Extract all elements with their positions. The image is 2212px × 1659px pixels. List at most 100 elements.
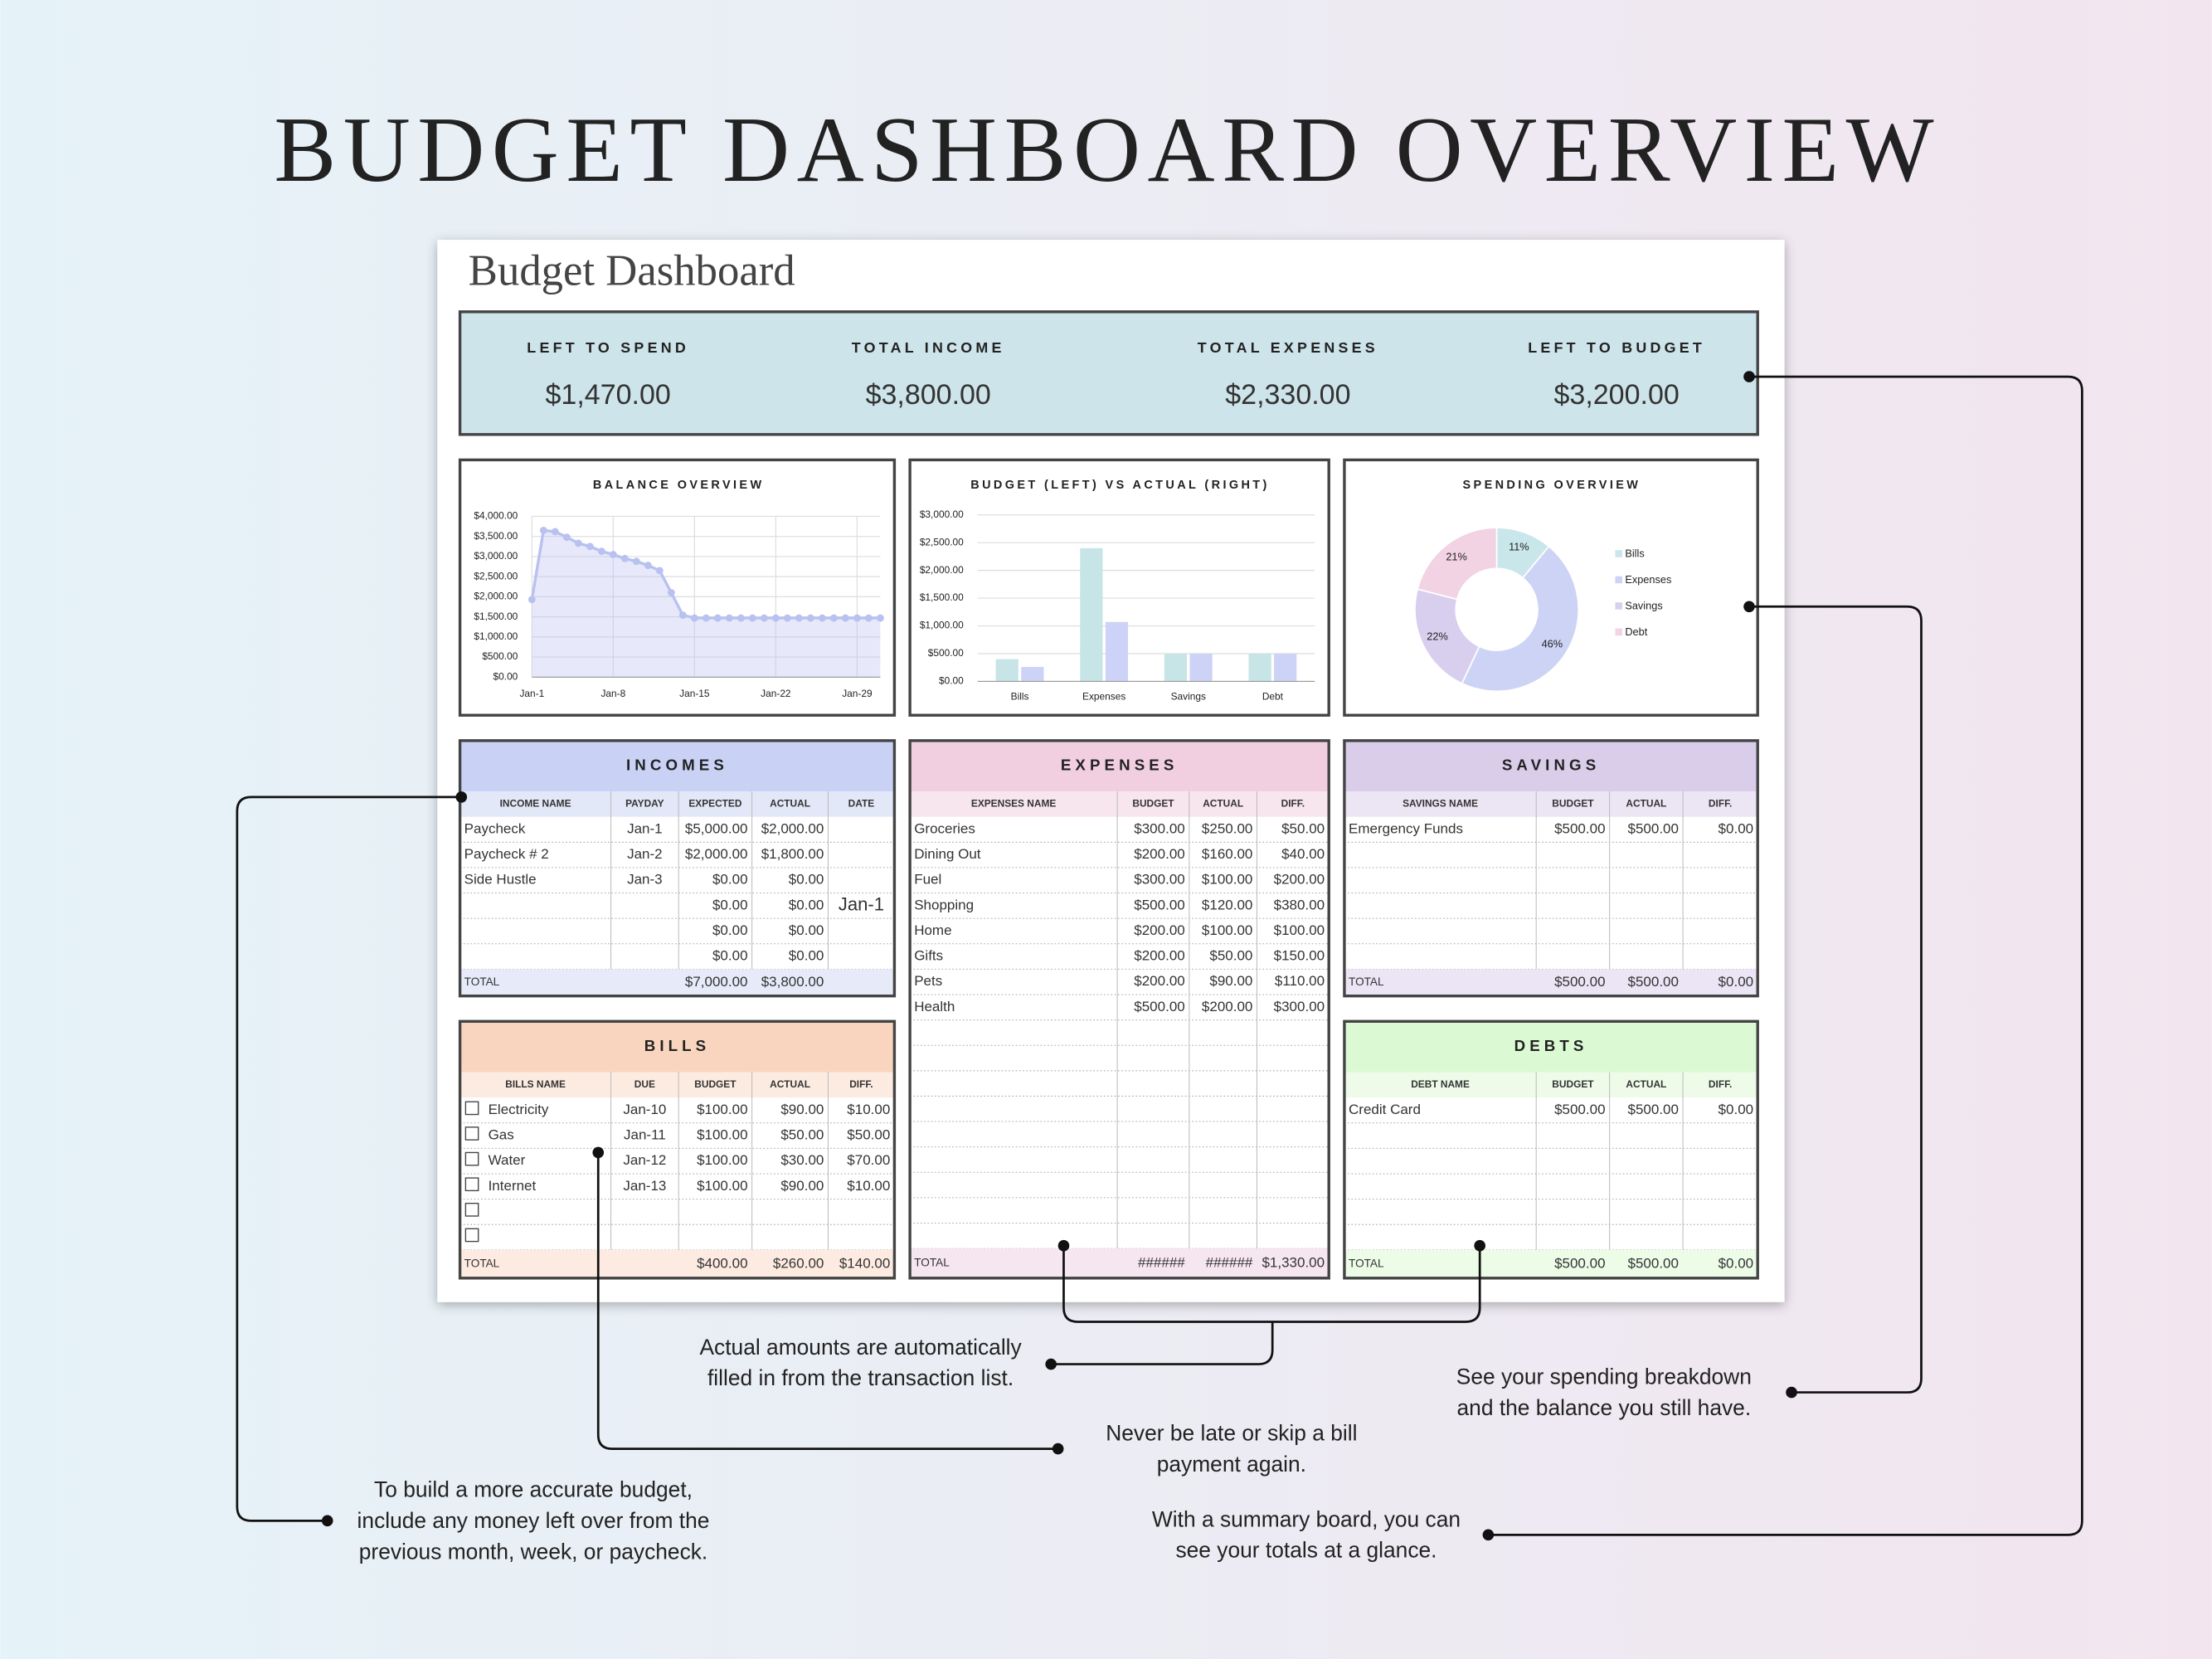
column-header: BUDGET [1132,798,1174,810]
table-cell: $300.00 [1274,999,1325,1014]
column-header: DEBT NAME [1411,1078,1470,1090]
y-tick-label: $4,000.00 [474,510,518,522]
total-cell: $7,000.00 [685,974,748,990]
column-header: ACTUAL [770,1078,810,1090]
table-cell: Jan-11 [624,1127,666,1143]
table-cell: $160.00 [1202,846,1252,862]
legend-label: Debt [1625,625,1647,638]
y-tick-label: $2,000.00 [920,564,964,576]
bar [1189,653,1213,682]
table-cell: Groceries [914,820,975,836]
total-row [1344,1249,1758,1278]
legend-swatch [1615,628,1622,636]
table-cell: $70.00 [847,1152,890,1168]
summary-value: $1,470.00 [546,379,671,411]
x-tick-label: Jan-15 [679,688,710,699]
summary-value: $3,800.00 [866,379,991,411]
table-title: SAVINGS [1502,756,1600,773]
table-cell: $0.00 [712,872,748,888]
table-cell: $380.00 [1274,897,1325,912]
column-header: INCOME NAME [500,798,571,810]
y-tick-label: $1,500.00 [474,611,518,622]
total-cell: $0.00 [1719,974,1754,990]
checkbox[interactable] [464,1228,479,1243]
checkbox[interactable] [464,1177,479,1192]
table-cell: $90.00 [1209,973,1252,989]
column-header: EXPENSES NAME [971,798,1056,810]
table-header [1344,740,1758,792]
column-header-row [910,791,1330,817]
table-title: INCOMES [626,756,728,773]
balance-point [713,614,722,622]
table-cell: $200.00 [1134,948,1184,964]
table-cell: $500.00 [1628,820,1679,836]
balance-point [737,614,745,622]
column-header: SAVINGS NAME [1403,798,1478,810]
column-header: EXPECTED [688,798,742,810]
legend-label: Savings [1625,600,1662,612]
table-cell: $2,000.00 [761,820,824,836]
column-header: DIFF. [1709,1078,1732,1090]
column-header: DUE [634,1078,655,1090]
total-cell: TOTAL [464,975,500,988]
bar [995,659,1018,682]
table-cell: $100.00 [697,1127,747,1143]
balance-point [876,614,884,622]
total-cell: $500.00 [1628,1255,1679,1271]
legend-label: Bills [1625,547,1644,560]
table-cell: $0.00 [712,948,748,964]
x-tick-label: Savings [1171,690,1206,702]
table-cell: Water [489,1152,526,1168]
table-cell: $300.00 [1134,820,1184,836]
checkbox[interactable] [464,1101,479,1116]
table-cell: $2,000.00 [685,846,748,862]
column-header: DIFF. [1281,798,1305,810]
table-border [1343,739,1759,998]
content: LEFT TO SPEND $1,470.00 TOTAL INCOME $3,800… [357,339,1759,1564]
checkbox[interactable] [464,1126,479,1141]
table-cell: Health [914,999,955,1014]
table-cell: $500.00 [1134,999,1184,1014]
table-cell: $0.00 [712,922,748,938]
y-tick-label: $1,000.00 [474,630,518,642]
table-cell: $100.00 [1274,922,1325,938]
column-header: DIFF. [849,1078,873,1090]
table-cell: Credit Card [1349,1102,1421,1117]
table-cell: $300.00 [1134,872,1184,888]
balance-point [771,614,780,622]
column-header: BUDGET [1552,1078,1594,1090]
y-tick-label: $2,500.00 [920,536,964,547]
y-tick-label: $3,500.00 [474,530,518,542]
total-row [910,1248,1330,1278]
table-cell: $200.00 [1134,973,1184,989]
table-border [1343,1019,1759,1280]
table-cell: Paycheck [464,820,526,836]
table-cell: Dining Out [914,846,981,862]
pie-slice [1414,588,1480,685]
checkbox[interactable] [464,1203,479,1217]
pie-label: 46% [1542,637,1563,649]
checkbox[interactable] [464,1151,479,1166]
balance-point [818,614,826,622]
balance-point [748,614,756,622]
column-header: ACTUAL [1626,798,1666,810]
table-cell: $5,000.00 [685,820,748,836]
table-cell: $50.00 [847,1127,890,1143]
total-cell: $3,800.00 [761,974,824,990]
table-cell: $110.00 [1275,973,1325,989]
annotation: Never be late or skip a bill [1106,1421,1357,1446]
table-cell: Emergency Funds [1349,820,1463,836]
connector [236,795,462,1522]
balance-point [806,614,814,622]
table-cell: $200.00 [1202,999,1252,1014]
table-border [458,1019,897,1280]
total-row [459,969,895,996]
page-title: BUDGET DASHBOARD OVERVIEW [274,99,1941,202]
annotation: and the balance you still have. [1457,1395,1752,1420]
column-header: BILLS NAME [505,1078,566,1090]
summary-label: LEFT TO BUDGET [1528,339,1705,356]
table-header [459,740,895,792]
total-cell: ###### [1206,1254,1253,1270]
table-cell: Jan-10 [623,1102,666,1117]
balance-point [667,589,675,596]
